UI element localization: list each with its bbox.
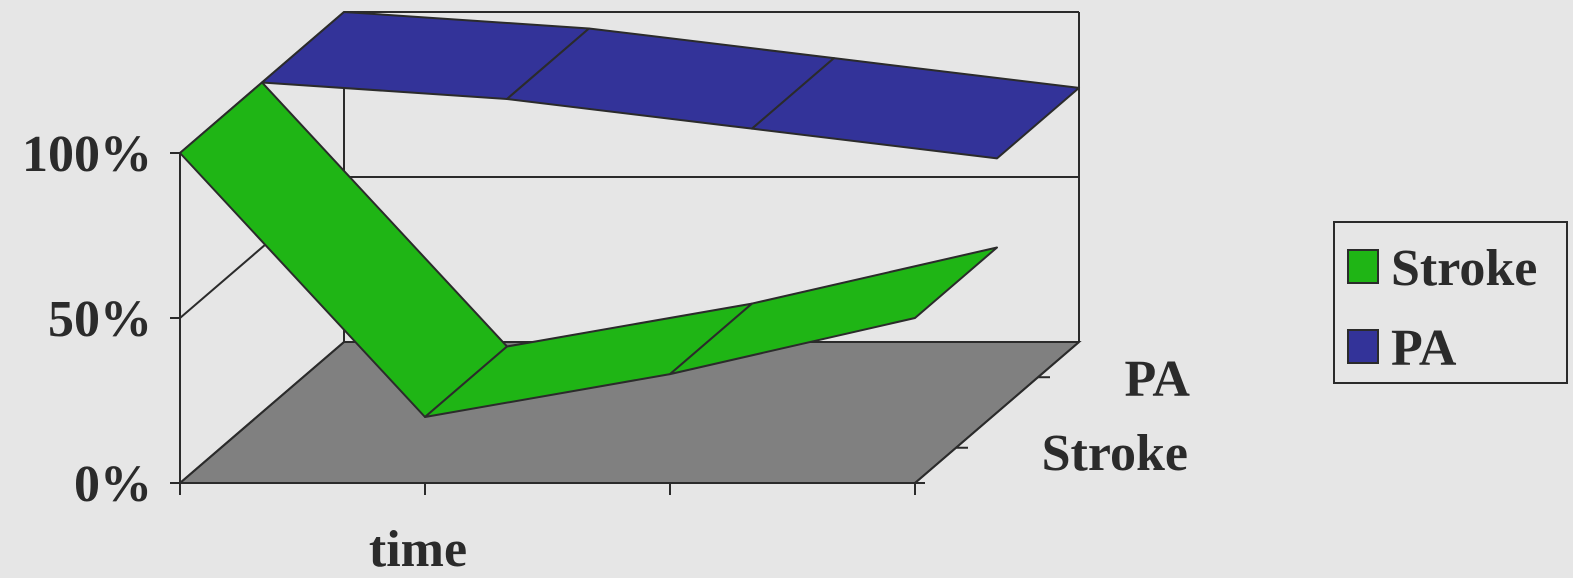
x-axis-title: time: [369, 521, 467, 573]
chart-series-layer: [179, 10, 1080, 418]
ribbon-segment-pa-2: [751, 57, 1080, 160]
y-tick-label-0: 0%: [74, 456, 152, 513]
depth-label-pa: PA: [1125, 351, 1191, 408]
legend-swatch-stroke: [1347, 249, 1379, 284]
legend-label-stroke: Stroke: [1391, 240, 1537, 297]
chart-axis-layer: 0% 50% 100% Stroke PA time: [22, 126, 1191, 578]
y-tick-label-1: 50%: [48, 291, 152, 348]
ribbon-segment-stroke-2: [669, 246, 998, 376]
y-tick-label-2: 100%: [22, 126, 152, 183]
legend-swatch-pa: [1347, 329, 1379, 364]
depth-label-stroke: Stroke: [1042, 425, 1188, 482]
legend-label-pa: PA: [1391, 320, 1457, 377]
chart-legend: Stroke PA: [1333, 221, 1568, 384]
depth-axis: [914, 341, 1080, 484]
